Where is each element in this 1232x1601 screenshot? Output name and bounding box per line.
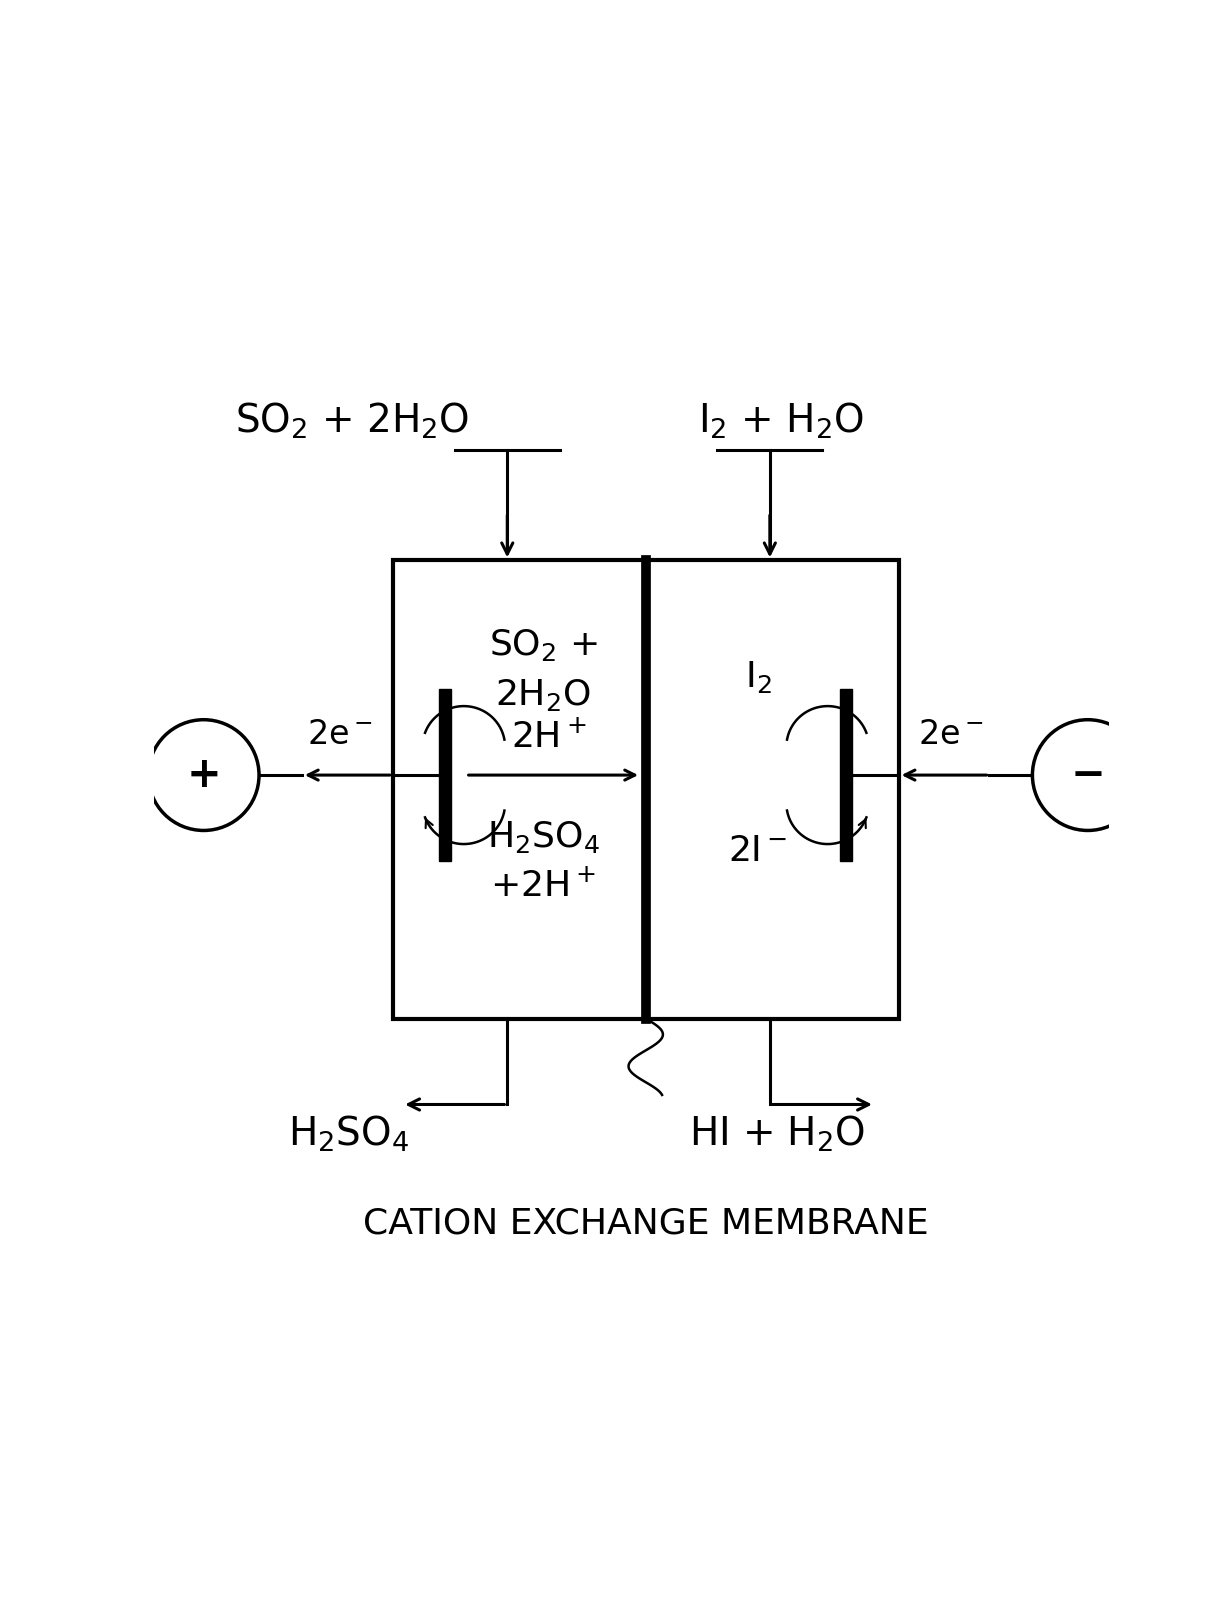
Text: SO$_2$ +
2H$_2$O: SO$_2$ + 2H$_2$O (489, 628, 598, 712)
Text: CATION EXCHANGE MEMBRANE: CATION EXCHANGE MEMBRANE (363, 1207, 929, 1241)
Text: SO$_2$ + 2H$_2$O: SO$_2$ + 2H$_2$O (235, 400, 469, 440)
Text: H$_2$SO$_4$
+2H$^+$: H$_2$SO$_4$ +2H$^+$ (487, 818, 600, 903)
Bar (439, 688, 451, 861)
Text: I$_2$: I$_2$ (744, 658, 771, 695)
Text: I$_2$ + H$_2$O: I$_2$ + H$_2$O (699, 400, 864, 440)
Text: HI + H$_2$O: HI + H$_2$O (689, 1114, 865, 1154)
Bar (840, 688, 853, 861)
Text: 2I$^-$: 2I$^-$ (728, 834, 787, 868)
Text: −: − (1071, 754, 1105, 796)
Bar (393, 560, 898, 1018)
Text: 2e$^-$: 2e$^-$ (307, 719, 373, 751)
Text: 2e$^-$: 2e$^-$ (918, 719, 984, 751)
Text: +: + (186, 754, 221, 796)
Text: 2H$^+$: 2H$^+$ (511, 719, 586, 754)
Text: H$_2$SO$_4$: H$_2$SO$_4$ (288, 1114, 409, 1154)
